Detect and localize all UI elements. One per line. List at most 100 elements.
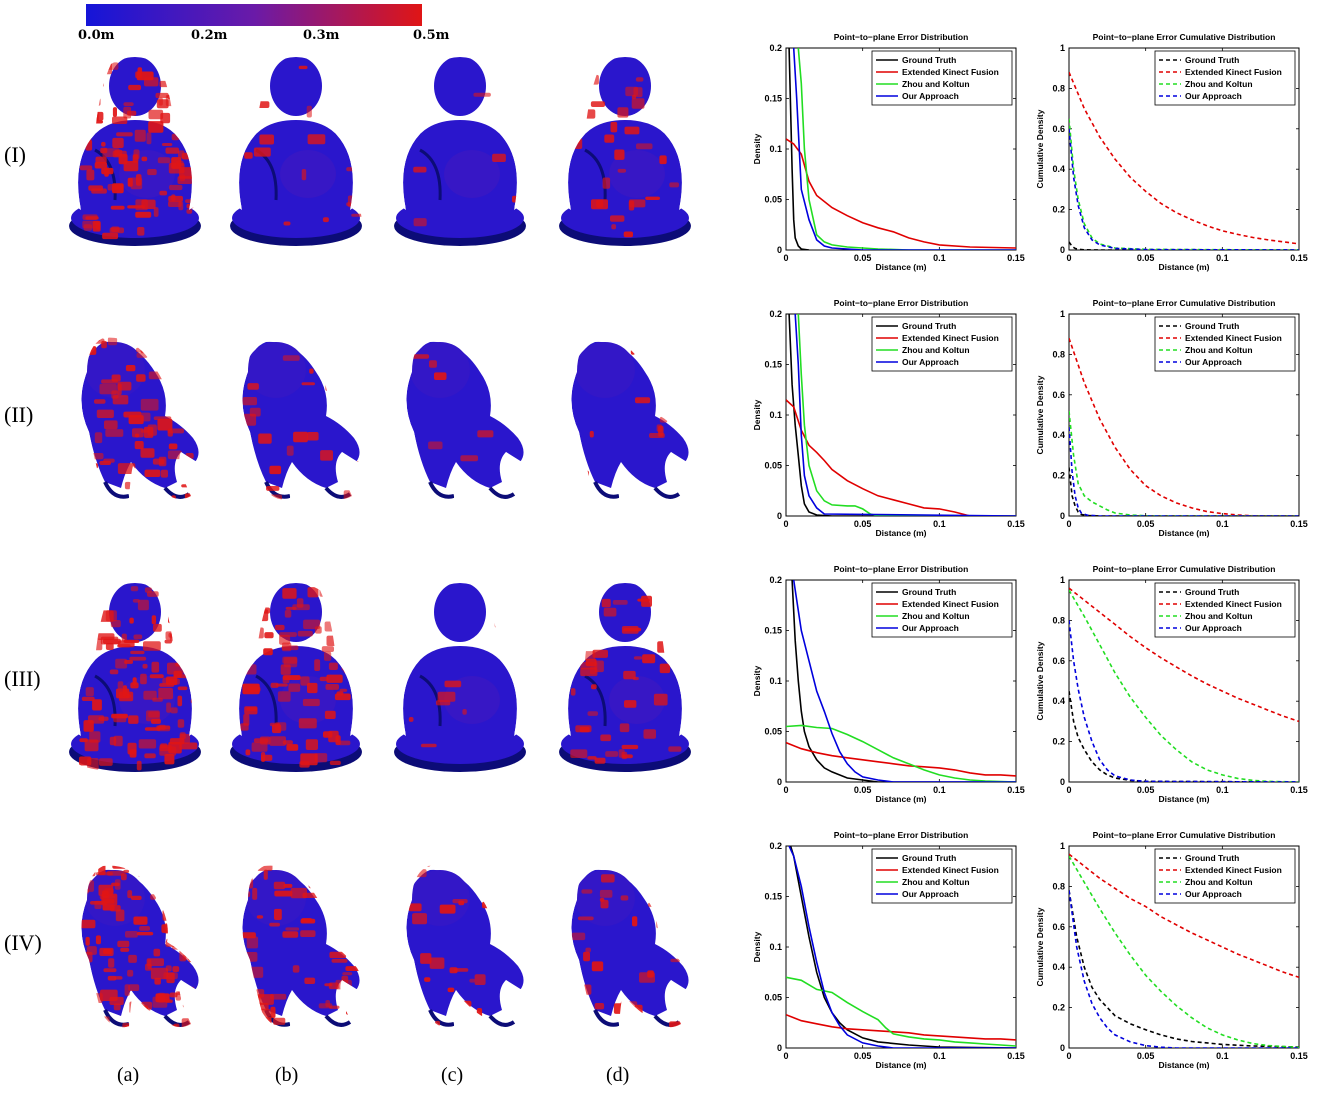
y-tick-label: 0.15 <box>764 892 782 902</box>
colorbar-tick-label: 0.0m <box>78 28 115 43</box>
x-tick-label: 0.15 <box>1290 253 1308 263</box>
legend: Ground Truth Extended Kinect Fusion Zhou a… <box>1154 848 1296 904</box>
series-line <box>786 1013 1016 1041</box>
x-tick-label: 0.15 <box>1290 1051 1308 1061</box>
y-tick-label: 0 <box>1060 245 1065 255</box>
y-tick-label: 0.2 <box>1052 1003 1065 1013</box>
chart-title: Point−to−plane Error Cumulative Distribu… <box>1093 298 1276 308</box>
series-line <box>792 580 1016 782</box>
y-tick-label: 0.8 <box>1052 83 1065 93</box>
x-axis-label: Distance (m) <box>1158 528 1209 538</box>
y-tick-label: 0.1 <box>769 942 782 952</box>
legend-label: Our Approach <box>1185 623 1242 633</box>
series-line <box>797 48 1016 250</box>
legend-label: Ground Truth <box>902 321 956 331</box>
y-tick-label: 0.6 <box>1052 390 1065 400</box>
x-tick-label: 0.15 <box>1007 1051 1025 1061</box>
legend-label: Extended Kinect Fusion <box>1185 865 1282 875</box>
legend-label: Zhou and Koltun <box>1185 345 1253 355</box>
y-tick-label: 0 <box>1060 1043 1065 1053</box>
y-tick-label: 0.2 <box>769 309 782 319</box>
series-line <box>1069 337 1299 516</box>
series-line <box>1069 71 1299 245</box>
legend-label: Our Approach <box>902 357 959 367</box>
y-tick-label: 0.8 <box>1052 615 1065 625</box>
legend: Ground Truth Extended Kinect Fusion Zhou a… <box>1154 50 1296 106</box>
legend: Ground Truth Extended Kinect Fusion Zhou a… <box>1154 316 1296 372</box>
x-tick-label: 0.1 <box>1216 1051 1229 1061</box>
y-tick-label: 0.4 <box>1052 164 1065 174</box>
row-label: (II) <box>4 402 34 427</box>
colorbar-tick-label: 0.5m <box>413 28 450 43</box>
series-line <box>786 741 1016 777</box>
legend-label: Our Approach <box>1185 91 1242 101</box>
legend-label: Zhou and Koltun <box>902 611 970 621</box>
y-axis-label: Cumulative Density <box>1035 109 1045 188</box>
x-tick-label: 0.15 <box>1007 519 1025 529</box>
colorbar-tick-label: 0.2m <box>191 28 228 43</box>
chart-title: Point−to−plane Error Cumulative Distribu… <box>1093 564 1276 574</box>
legend-label: Ground Truth <box>1185 587 1239 597</box>
chart-title: Point−to−plane Error Distribution <box>834 32 969 42</box>
error-chart: Point−to−plane Error Distribution 0 0.05 0.… <box>752 830 1025 1070</box>
y-tick-label: 1 <box>1060 43 1065 53</box>
x-tick-label: 0.15 <box>1007 785 1025 795</box>
legend-label: Our Approach <box>902 91 959 101</box>
x-tick-label: 0 <box>783 519 788 529</box>
legend: Ground Truth Extended Kinect Fusion Zhou a… <box>871 582 1013 638</box>
series-line <box>788 846 1016 1048</box>
x-tick-label: 0 <box>783 1051 788 1061</box>
reconstruction-lion <box>571 865 691 1028</box>
y-tick-label: 0 <box>777 511 782 521</box>
x-tick-label: 0.1 <box>933 785 946 795</box>
x-tick-label: 0 <box>1066 253 1071 263</box>
y-tick-label: 0.05 <box>764 993 782 1003</box>
legend-label: Extended Kinect Fusion <box>902 333 999 343</box>
error-chart: Point−to−plane Error Cumulative Distribu… <box>1035 32 1308 272</box>
reconstruction-lion <box>406 340 524 499</box>
legend-label: Extended Kinect Fusion <box>902 865 999 875</box>
x-tick-label: 0.05 <box>854 519 872 529</box>
y-tick-label: 0.4 <box>1052 696 1065 706</box>
y-tick-label: 0.6 <box>1052 922 1065 932</box>
x-tick-label: 0.15 <box>1290 785 1308 795</box>
reconstruction-buddha <box>230 57 362 246</box>
y-tick-label: 1 <box>1060 575 1065 585</box>
series-line <box>1069 427 1299 516</box>
series-line <box>1069 118 1299 250</box>
y-tick-label: 0.2 <box>1052 471 1065 481</box>
y-tick-label: 0.1 <box>769 410 782 420</box>
legend-label: Extended Kinect Fusion <box>902 67 999 77</box>
y-axis-label: Cumulative Density <box>1035 641 1045 720</box>
x-tick-label: 0.1 <box>1216 253 1229 263</box>
series-line <box>794 314 1016 516</box>
reconstruction-lion <box>242 865 362 1028</box>
legend-label: Zhou and Koltun <box>902 345 970 355</box>
y-tick-label: 0.6 <box>1052 656 1065 666</box>
chart-title: Point−to−plane Error Distribution <box>834 564 969 574</box>
x-tick-label: 0 <box>783 785 788 795</box>
reconstruction-buddha <box>69 583 201 772</box>
y-tick-label: 0.8 <box>1052 881 1065 891</box>
row-label: (I) <box>4 142 26 167</box>
y-tick-label: 0 <box>1060 777 1065 787</box>
reconstruction-lion <box>571 341 691 499</box>
series-line <box>788 314 1016 516</box>
x-axis-label: Distance (m) <box>875 262 926 272</box>
legend-label: Ground Truth <box>1185 321 1239 331</box>
legend-label: Ground Truth <box>1185 853 1239 863</box>
x-tick-label: 0 <box>1066 519 1071 529</box>
column-label: (c) <box>441 1064 464 1086</box>
series-line <box>1069 855 1299 1048</box>
x-tick-label: 0 <box>1066 785 1071 795</box>
y-tick-label: 0.15 <box>764 360 782 370</box>
series-line <box>786 724 1016 782</box>
series-line <box>791 580 1016 782</box>
x-tick-label: 0.1 <box>933 519 946 529</box>
legend-label: Our Approach <box>902 623 959 633</box>
y-axis-label: Density <box>752 399 762 430</box>
x-tick-label: 0.05 <box>854 253 872 263</box>
y-tick-label: 0 <box>777 245 782 255</box>
x-tick-label: 0.05 <box>1137 253 1155 263</box>
